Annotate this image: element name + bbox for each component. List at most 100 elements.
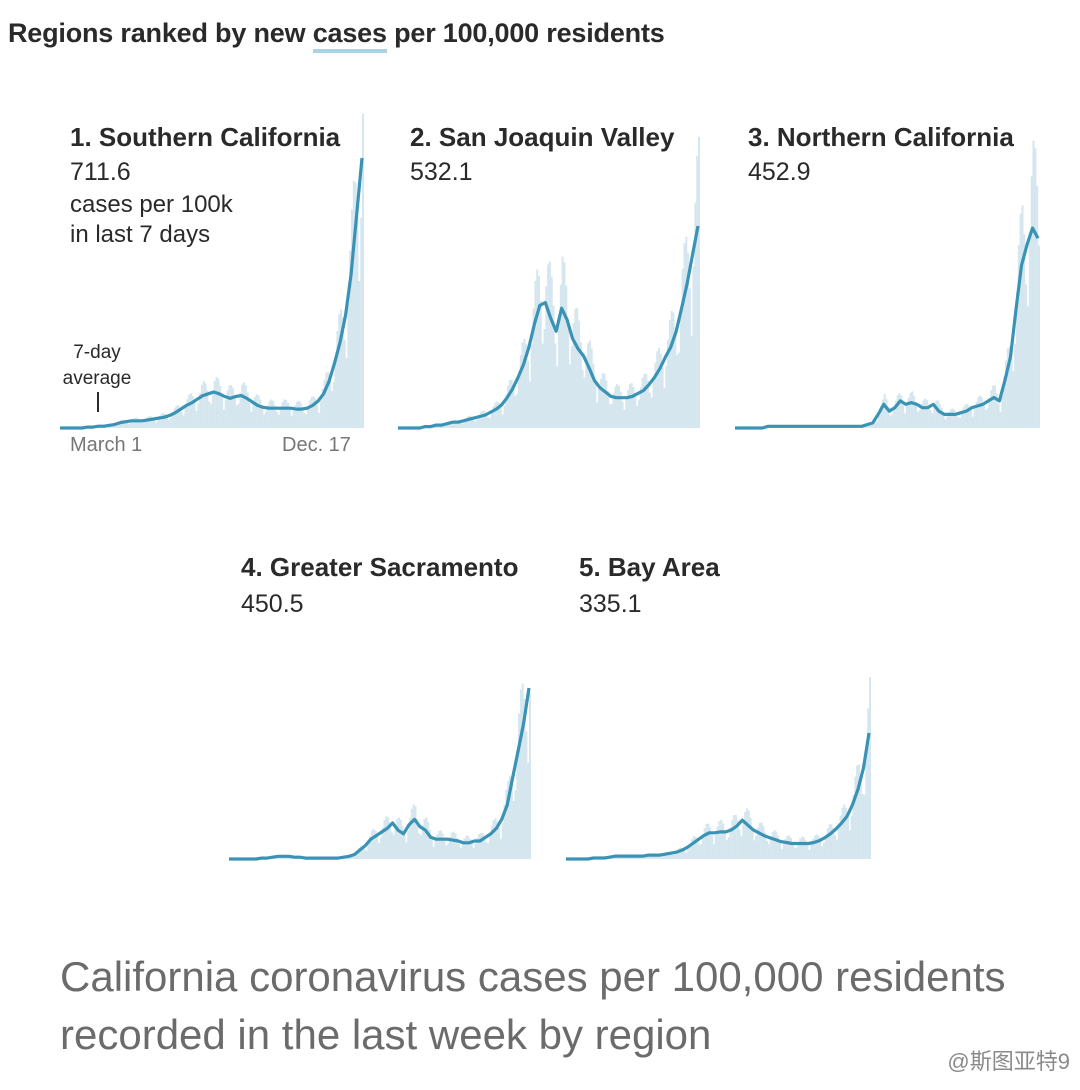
daily-bar [312,396,315,428]
daily-bar [370,830,373,859]
daily-bar [383,820,386,859]
daily-bar [308,400,311,428]
daily-bar [525,344,528,428]
daily-bar [244,385,247,428]
daily-bar [858,764,860,859]
daily-bar [663,388,666,428]
daily-bar [318,412,321,428]
daily-bar [188,394,191,428]
daily-bar [534,280,537,428]
daily-bar [839,815,842,859]
daily-bar [490,411,493,428]
daily-bar [427,822,430,859]
daily-bar [527,762,530,859]
daily-bar [605,380,608,428]
daily-bar [436,834,439,859]
daily-bar [1004,360,1007,428]
daily-bar [727,837,730,859]
daily-bar [1030,176,1033,428]
daily-bar [307,406,310,428]
daily-bar [1019,213,1022,428]
avg-line [566,732,871,861]
daily-bar [1034,148,1037,428]
daily-bar [707,823,710,859]
daily-bar [536,269,539,428]
daily-bar [465,835,468,859]
daily-bar [733,815,736,859]
avg-line [60,157,364,430]
daily-bar [1008,346,1011,428]
daily-bar [975,401,978,428]
daily-bar [812,838,815,859]
daily-bar [199,392,202,428]
annotation-7-day: 7-day [73,342,121,363]
daily-bar [856,765,859,859]
daily-bar [720,819,723,859]
daily-bar [379,837,382,859]
daily-bar [984,410,987,428]
daily-bar [512,801,515,859]
daily-bar [516,393,519,428]
daily-bar [645,857,647,859]
region-name: 1. Southern California [70,122,341,152]
daily-bar [973,408,976,428]
daily-bar [162,412,165,428]
daily-bar [358,281,361,428]
daily-bar [179,407,181,428]
daily-bar [863,426,866,428]
daily-bar [630,383,633,428]
daily-bar [1006,348,1009,428]
daily-bar [955,412,958,428]
daily-bar [387,817,390,859]
daily-bar [632,387,635,428]
daily-bar [598,389,600,428]
daily-bar [171,412,174,428]
daily-bar [441,833,444,859]
daily-bar [795,847,798,859]
daily-bar [832,827,835,859]
region-name: 5. Bay Area [579,552,720,582]
daily-bar [206,390,209,428]
daily-bar [358,848,361,859]
daily-bar [581,369,584,428]
daily-bar [277,414,280,428]
daily-bar [450,832,453,859]
daily-bar [334,355,337,428]
daily-bar [780,848,783,859]
region-value: 452.9 [748,158,811,186]
daily-bar [474,421,477,428]
daily-bar [700,844,703,859]
region-name: 4. Greater Sacramento [241,552,519,582]
daily-bar [272,400,275,428]
daily-bar [217,378,220,428]
daily-bar [213,380,216,428]
daily-bar [412,804,415,859]
daily-bar [661,367,664,428]
daily-bar [993,385,996,428]
daily-bar [494,402,497,428]
daily-bar [458,844,461,859]
daily-bar [410,808,413,859]
daily-bar [310,396,313,428]
daily-bar [935,400,938,428]
daily-bar [625,398,628,428]
daily-bar [489,833,491,859]
daily-bar [837,826,840,859]
daily-bar [679,308,682,428]
daily-bar [670,854,673,859]
daily-bar [701,835,704,859]
daily-bar [681,848,684,859]
daily-bar [592,364,595,428]
daily-bar [467,835,470,859]
daily-bar [907,397,910,428]
region-name: 2. San Joaquin Valley [410,122,675,152]
daily-bar [439,830,442,859]
daily-bar [135,417,137,428]
daily-bar [124,420,127,428]
daily-bar [465,418,468,428]
daily-bar [716,826,719,859]
daily-bar [550,276,553,428]
daily-bar [694,836,697,859]
